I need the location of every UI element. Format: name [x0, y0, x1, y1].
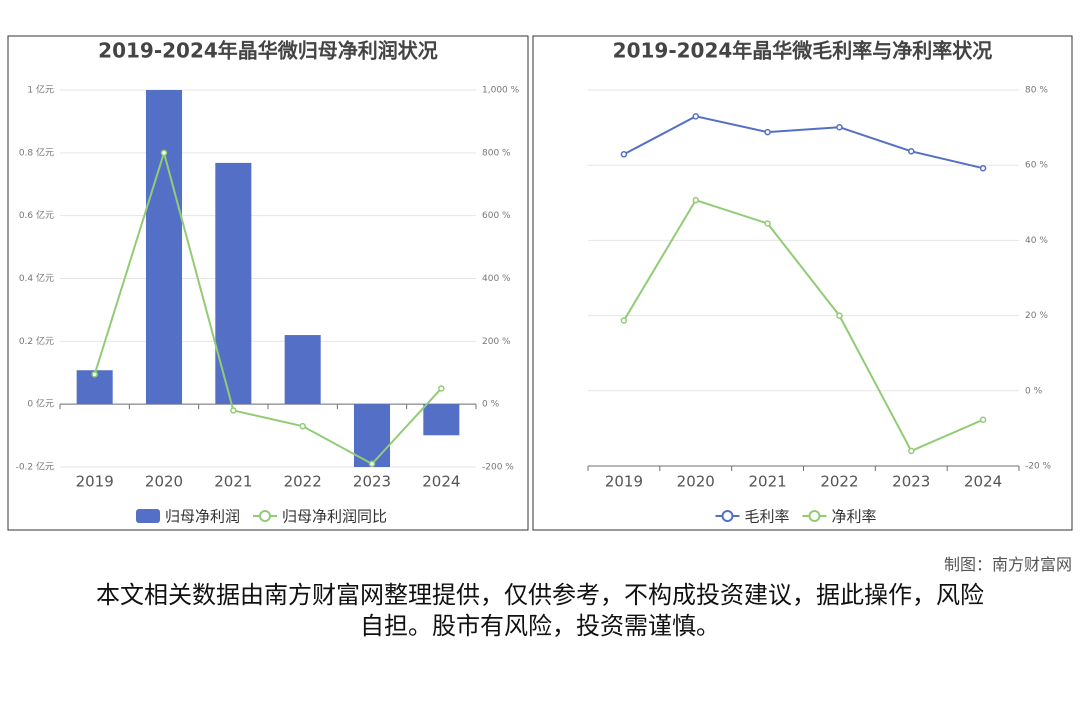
x-tick-label: 2020 [145, 473, 183, 491]
y-tick-label: 40 % [1025, 236, 1048, 246]
line-point [438, 385, 445, 392]
y-tick-label: 0 亿元 [27, 398, 54, 410]
legend-label: 净利率 [832, 508, 877, 526]
x-tick-label: 2020 [677, 473, 715, 491]
legend-label: 毛利率 [745, 508, 790, 526]
y-tick-label: 0.6 亿元 [19, 209, 54, 221]
line [93, 149, 443, 466]
y-tick-label: 1 亿元 [27, 84, 54, 96]
legend-label: 归母净利润同比 [282, 508, 387, 526]
x-tick-label: 2019 [605, 473, 643, 491]
charts: 2019-2024年晶华微归母净利润状况 -0.2 亿元 0 亿元 0.2 亿元 0.4… [7, 35, 1073, 531]
y2-tick-label: -200 % [482, 463, 514, 473]
y2-tick-label: 0 % [482, 400, 500, 410]
bar [145, 90, 183, 405]
x-tick-label: 2023 [892, 473, 930, 491]
y2-tick-label: 200 % [482, 337, 511, 347]
x-tick-label: 2021 [214, 473, 252, 491]
legend-label: 归母净利润 [165, 508, 240, 526]
y-tick-label: 80 % [1025, 86, 1048, 96]
x-tick-label: 2021 [748, 473, 786, 491]
chart-title: 2019-2024年晶华微毛利率与净利率状况 [613, 39, 993, 63]
legend-swatch [808, 510, 821, 522]
y-tick-label: -20 % [1025, 462, 1052, 472]
y-tick-label: 0.8 亿元 [19, 146, 54, 158]
line [623, 198, 984, 453]
line-point [160, 149, 168, 157]
line-point [908, 148, 915, 155]
x-tick-label: 2024 [964, 473, 1002, 491]
line-point [230, 407, 237, 414]
x-tick-label: 2019 [76, 473, 114, 491]
bar [423, 404, 460, 436]
line-point [764, 220, 771, 227]
bar [284, 335, 321, 405]
line [623, 115, 984, 170]
line-point [764, 128, 771, 136]
line-point [692, 196, 699, 204]
bar [215, 162, 252, 405]
chart-frame [7, 35, 529, 531]
x-tick-label: 2024 [422, 473, 460, 491]
line-point [91, 371, 98, 378]
line-point [620, 317, 628, 324]
disclaimer: 本文相关数据由南方财富网整理提供，仅供参考，不构成投资建议，据此操作，风险自担。… [96, 581, 984, 640]
legend-swatch [259, 510, 271, 522]
y-tick-label: 0 % [1025, 386, 1043, 396]
y-tick-label: 20 % [1025, 311, 1048, 321]
line-point [620, 151, 628, 158]
y-tick-label: 0.2 亿元 [19, 335, 54, 347]
line-point [836, 123, 843, 131]
y2-tick-label: 400 % [482, 274, 511, 284]
line-point [692, 113, 699, 120]
y-tick-label: 60 % [1025, 161, 1048, 171]
x-tick-label: 2022 [284, 473, 322, 491]
line-point [299, 422, 306, 430]
line-point [979, 416, 987, 424]
y-tick-label: -0.2 亿元 [16, 461, 54, 473]
chart-title: 2019-2024年晶华微归母净利润状况 [98, 39, 438, 63]
credit: 制图：南方财富网 [943, 555, 1072, 574]
legend-swatch [721, 510, 734, 522]
line-point [979, 164, 987, 172]
line-point [908, 447, 915, 455]
y2-tick-label: 1,000 % [482, 86, 520, 96]
legend-swatch [136, 509, 160, 523]
line-point [368, 460, 376, 468]
chart-frame [532, 35, 1073, 531]
x-tick-label: 2023 [353, 473, 391, 491]
y2-tick-label: 600 % [482, 211, 511, 221]
y2-tick-label: 800 % [482, 148, 511, 158]
x-tick-label: 2022 [820, 473, 858, 491]
line-point [836, 312, 843, 319]
y-tick-label: 0.4 亿元 [19, 272, 54, 284]
